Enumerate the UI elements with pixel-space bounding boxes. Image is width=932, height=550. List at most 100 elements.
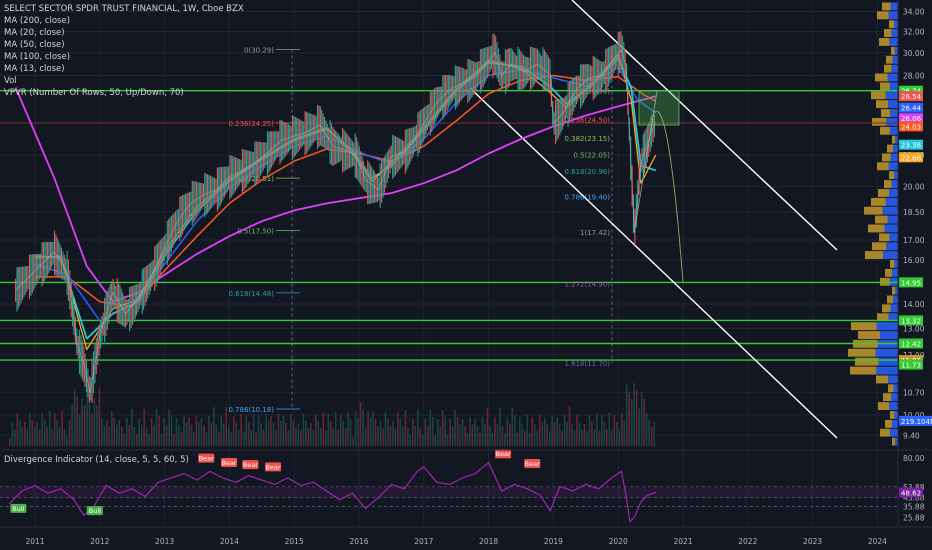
- vpvr-down-bar-35: [880, 126, 890, 135]
- signal-text-2: Bear: [199, 455, 214, 463]
- vpvr-down-bar-34: [892, 135, 896, 144]
- price-label-12: 219.104M: [901, 418, 932, 426]
- legend-ma50[interactable]: MA (50, close): [4, 40, 65, 50]
- legend-ma13[interactable]: MA (13, close): [4, 64, 65, 74]
- volume-bar-39: [106, 420, 108, 446]
- volume-bar-52: [138, 418, 140, 446]
- vpvr-down-bar-4: [878, 402, 889, 410]
- fibonacci-levels: 0(30.29) 0.236(24.25) 0.382(20.51) 0.5(17.5…: [228, 47, 613, 414]
- volume-bar-37: [101, 418, 103, 446]
- legend-vpvr[interactable]: VPVR (Number Of Rows, 50, Up/Down, 70): [4, 88, 184, 98]
- time-tick-7: 2018: [479, 537, 498, 546]
- time-tick-0: 2011: [25, 537, 44, 546]
- volume-bar-181: [459, 424, 461, 446]
- volume-bar-237: [598, 431, 601, 446]
- volume-bar-91: [235, 423, 237, 446]
- volume-bar-209: [528, 433, 531, 446]
- time-tick-6: 2017: [414, 537, 433, 546]
- vpvr-up-bar-19: [892, 268, 898, 277]
- volume-bar-200: [506, 417, 509, 446]
- rsi-value-bg: [899, 487, 923, 498]
- price-label-bg-6: [899, 152, 923, 163]
- vpvr-down-bar-36: [872, 117, 887, 126]
- volume-bar-19: [56, 420, 58, 446]
- vpvr-down-bar-3: [890, 411, 895, 419]
- time-tick-13: 2024: [868, 537, 887, 546]
- volume-bar-141: [359, 402, 362, 446]
- volume-bar-254: [640, 392, 643, 446]
- volume-bar-159: [404, 410, 407, 446]
- legend-ma200[interactable]: MA (200, close): [4, 16, 71, 26]
- volume-bar-5: [21, 427, 24, 446]
- vpvr-down-bar-1: [880, 428, 890, 437]
- volume-bar-255: [643, 399, 645, 446]
- volume-bar-120: [307, 428, 310, 446]
- volume-bar-99: [255, 432, 257, 446]
- signal-text-4: Bear: [243, 461, 258, 469]
- volume-bar-216: [546, 424, 548, 446]
- volume-bar-111: [285, 423, 287, 446]
- volume-bar-44: [118, 420, 121, 446]
- price-tick-13: 10.00: [903, 411, 925, 420]
- volume-bar-186: [471, 424, 474, 446]
- volume-bar-248: [625, 385, 628, 446]
- volume-bar-80: [208, 416, 210, 446]
- vpvr-up-bar-24: [884, 224, 898, 233]
- indicator-title[interactable]: Divergence Indicator (14, close, 5, 5, 6…: [4, 455, 189, 465]
- volume-bar-180: [456, 417, 459, 446]
- volume-bar-167: [424, 419, 427, 446]
- volume-bar-210: [531, 417, 533, 446]
- price-tick-9: 14.00: [903, 300, 925, 309]
- rsi-tick-4: 25.88: [903, 513, 925, 522]
- symbol-title[interactable]: SELECT SECTOR SPDR TRUST FINANCIAL, 1W, …: [4, 4, 244, 14]
- volume-bar-219: [553, 422, 556, 446]
- volume-bar-102: [262, 430, 265, 446]
- price-label-8: 13.32: [901, 317, 921, 325]
- price-tick-2: 30.00: [903, 49, 925, 58]
- volume-bar-24: [68, 420, 71, 446]
- legend-vol[interactable]: Vol: [4, 76, 17, 86]
- vpvr-up-bar-37: [890, 109, 899, 117]
- vpvr-up-bar-16: [893, 295, 898, 304]
- volume-bar-153: [389, 426, 392, 446]
- volume-bar-25: [71, 405, 73, 446]
- volume-bar-40: [108, 427, 111, 446]
- volume-bar-84: [218, 432, 220, 446]
- signal-text-6: Bear: [496, 450, 511, 458]
- vpvr-up-bar-41: [887, 73, 898, 82]
- vpvr-down-bar-15: [882, 304, 891, 313]
- signal-badge-7: [524, 459, 541, 469]
- vpvr-up-bar-21: [883, 251, 898, 259]
- fib-left-label-3: 0.5(17.50): [237, 227, 274, 235]
- legend-ma20[interactable]: MA (20, close): [4, 28, 65, 38]
- volume-bar-238: [601, 415, 603, 446]
- volume-bar-93: [240, 414, 242, 446]
- volume-bar-28: [78, 414, 81, 446]
- vpvr-down-bar-19: [885, 268, 893, 277]
- volume-bar-182: [461, 419, 464, 446]
- volume-bar-258: [650, 427, 653, 446]
- volume-bar-142: [362, 409, 364, 446]
- vpvr-down-bar-20: [890, 260, 895, 268]
- volume-bar-103: [265, 414, 267, 446]
- volume-bar-77: [200, 418, 203, 446]
- volume-bar-150: [382, 428, 384, 446]
- volume-bar-174: [441, 410, 444, 446]
- legend-ma100[interactable]: MA (100, close): [4, 52, 71, 62]
- volume-bar-137: [349, 419, 352, 446]
- volume-bar-146: [372, 412, 374, 446]
- volume-bar-233: [588, 415, 591, 446]
- chart-legend: SELECT SECTOR SPDR TRUST FINANCIAL, 1W, …: [4, 3, 244, 99]
- volume-bar-175: [444, 417, 446, 446]
- vpvr-up-bar-31: [888, 162, 898, 171]
- vpvr-down-bar-16: [887, 295, 893, 304]
- volume-bar-139: [354, 411, 357, 446]
- volume-bar-57: [150, 418, 153, 446]
- price-label-bg-1: [899, 91, 923, 102]
- volume-bar-179: [454, 410, 456, 446]
- price-label-11: 11.73: [901, 362, 921, 370]
- volume-bar-17: [51, 429, 53, 446]
- volume-bar-223: [563, 415, 566, 446]
- volume-bar-253: [638, 408, 640, 446]
